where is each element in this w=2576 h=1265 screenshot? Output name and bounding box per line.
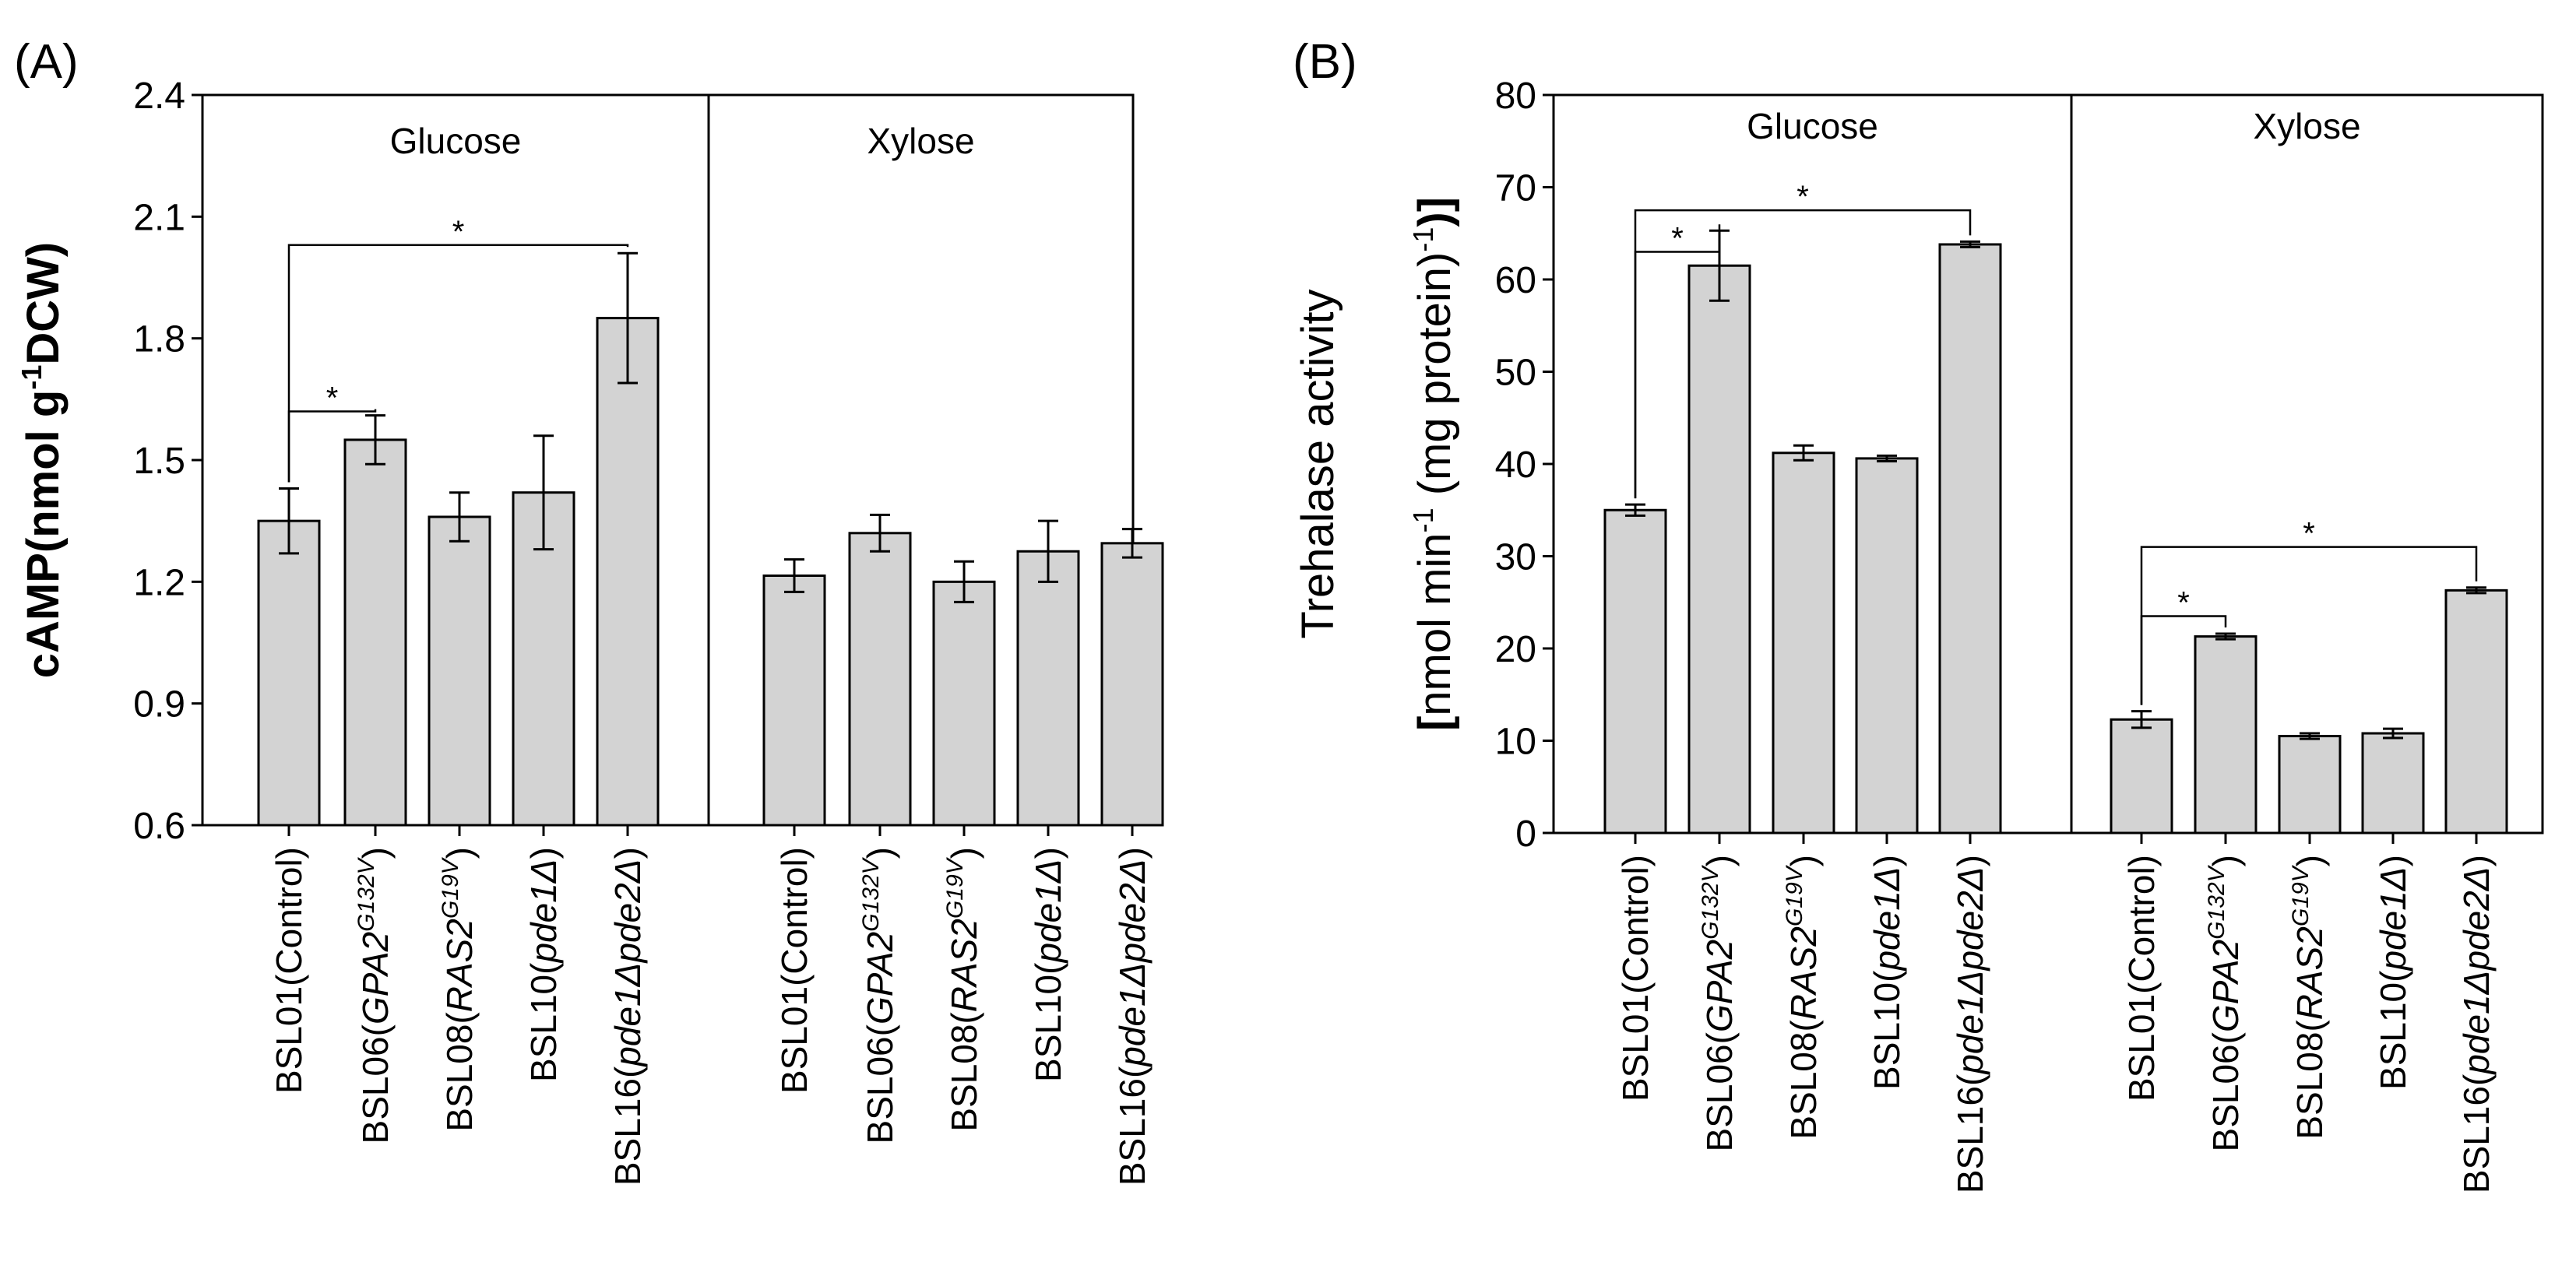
a-bar-a-x-bsl10 xyxy=(1016,550,1080,827)
b-bar-b-x-bsl08 xyxy=(2278,735,2342,835)
a-bar-a-x-bsl01 xyxy=(762,575,826,827)
b-errorbar-b-g-bsl08 xyxy=(1793,444,1814,462)
a-bar-a-x-bsl16 xyxy=(1100,542,1164,827)
b-category-label-b-g-bsl10: BSL10(pde1Δ) xyxy=(1867,855,1907,1090)
b-bar-b-g-bsl06 xyxy=(1687,264,1751,835)
a-ytick-label: 1.5 xyxy=(133,441,185,482)
b-bar-b-x-bsl16 xyxy=(2444,589,2508,835)
a-category-label-a-g-bsl08: BSL08(RAS2G19V) xyxy=(438,847,480,1132)
b-significance-label: * xyxy=(1671,221,1684,255)
b-category-label-b-x-bsl10: BSL10(pde1Δ) xyxy=(2373,855,2413,1090)
a-category-label-a-x-bsl16: BSL16(pde1Δpde2Δ) xyxy=(1112,847,1153,1186)
b-errorbar-b-g-bsl16 xyxy=(1960,240,1980,249)
b-ytick-label: 60 xyxy=(1495,260,1536,301)
b-ytick-label: 0 xyxy=(1515,813,1536,855)
b-significance-label: * xyxy=(1797,180,1809,214)
a-condition-label-xylose: Xylose xyxy=(867,121,974,161)
b-errorbar-b-x-bsl16 xyxy=(2466,586,2486,595)
a-ytick-label: 1.8 xyxy=(133,319,185,360)
b-significance-label: * xyxy=(2177,586,2190,620)
a-ytick-label: 0.6 xyxy=(133,806,185,847)
b-bar-b-g-bsl16 xyxy=(1938,243,2002,835)
b-errorbar-b-x-bsl06 xyxy=(2215,632,2236,641)
b-condition-label-glucose: Glucose xyxy=(1747,106,1878,146)
b-category-label-b-g-bsl16: BSL16(pde1Δpde2Δ) xyxy=(1950,855,1990,1193)
b-bar-b-x-bsl10 xyxy=(2361,732,2425,835)
b-errorbar-b-x-bsl01 xyxy=(2131,710,2152,729)
b-errorbar-b-g-bsl10 xyxy=(1877,454,1897,462)
b-errorbar-b-x-bsl08 xyxy=(2300,732,2320,740)
b-panel-label: (B) xyxy=(1293,35,1357,89)
a-errorbar-a-x-bsl01 xyxy=(784,558,804,593)
a-category-label-a-g-bsl06: BSL06(GPA2G132V) xyxy=(354,847,396,1144)
a-panel-label: (A) xyxy=(14,35,79,89)
b-ytick-label: 70 xyxy=(1495,168,1536,209)
b-bar-b-x-bsl01 xyxy=(2110,718,2173,835)
b-ytick-label: 10 xyxy=(1495,722,1536,763)
a-category-label-a-x-bsl06: BSL06(GPA2G132V) xyxy=(858,847,900,1144)
a-errorbar-a-x-bsl06 xyxy=(870,513,890,553)
b-category-label-b-x-bsl08: BSL08(RAS2G19V) xyxy=(2288,855,2330,1140)
a-errorbar-a-x-bsl10 xyxy=(1038,519,1058,583)
a-bar-a-g-bsl16 xyxy=(596,317,660,827)
b-category-label-b-g-bsl01: BSL01(Control) xyxy=(1615,855,1656,1102)
a-ytick-label: 2.1 xyxy=(133,197,185,238)
b-significance-bracket xyxy=(2140,546,2478,705)
b-y-axis-label-line2: [nmol min-1 (mg protein)-1)] xyxy=(1407,197,1460,731)
a-errorbar-a-g-bsl16 xyxy=(618,251,638,385)
a-category-label-a-x-bsl08: BSL08(RAS2G19V) xyxy=(942,847,984,1132)
b-ytick-label: 50 xyxy=(1495,353,1536,394)
a-errorbar-a-g-bsl06 xyxy=(365,414,385,466)
a-ytick-label: 0.9 xyxy=(133,684,185,726)
b-significance-label: * xyxy=(2303,517,2315,551)
a-significance-label: * xyxy=(452,215,465,249)
a-category-label-a-g-bsl01: BSL01(Control) xyxy=(269,847,309,1094)
a-bar-a-x-bsl06 xyxy=(848,532,912,827)
b-bar-b-g-bsl01 xyxy=(1603,508,1667,835)
a-errorbar-a-g-bsl10 xyxy=(533,434,554,551)
a-bar-a-g-bsl08 xyxy=(428,515,491,827)
panel-b: 0 10 20 30 40 50 60 70 80 (B) Glucose BSL01(Control… xyxy=(1293,35,2544,1193)
a-bar-a-g-bsl06 xyxy=(343,438,407,827)
b-category-label-b-x-bsl16: BSL16(pde1Δpde2Δ) xyxy=(2456,855,2497,1193)
b-category-label-b-g-bsl06: BSL06(GPA2G132V) xyxy=(1698,855,1740,1151)
a-condition-label-glucose: Glucose xyxy=(390,121,522,161)
b-errorbar-b-x-bsl10 xyxy=(2383,727,2403,740)
b-bar-b-g-bsl08 xyxy=(1772,452,1835,835)
b-significance-bracket xyxy=(1634,209,1972,499)
b-condition-label-xylose: Xylose xyxy=(2253,106,2360,146)
b-ytick-label: 40 xyxy=(1495,445,1536,486)
b-ytick-label: 30 xyxy=(1495,537,1536,578)
a-significance-bracket xyxy=(287,244,629,483)
a-errorbar-a-g-bsl01 xyxy=(279,487,299,555)
b-ytick-label: 80 xyxy=(1495,76,1536,117)
a-ytick-label: 2.4 xyxy=(133,76,185,117)
a-significance-label: * xyxy=(326,381,339,415)
a-y-axis-label: cAMP(nmol g-1DCW) xyxy=(16,242,69,678)
a-category-label-a-g-bsl10: BSL10(pde1Δ) xyxy=(523,847,564,1082)
a-category-label-a-x-bsl10: BSL10(pde1Δ) xyxy=(1028,847,1068,1082)
b-bar-b-g-bsl10 xyxy=(1855,457,1919,835)
b-errorbar-b-g-bsl01 xyxy=(1625,503,1645,517)
b-bar-b-x-bsl06 xyxy=(2194,635,2258,835)
b-category-label-b-x-bsl06: BSL06(GPA2G132V) xyxy=(2204,855,2246,1151)
a-bar-a-g-bsl01 xyxy=(257,519,321,827)
a-bar-a-x-bsl08 xyxy=(932,580,996,827)
b-category-label-b-g-bsl08: BSL08(RAS2G19V) xyxy=(1782,855,1824,1140)
a-category-label-a-g-bsl16: BSL16(pde1Δpde2Δ) xyxy=(607,847,648,1186)
a-ytick-label: 1.2 xyxy=(133,562,185,603)
a-bar-a-g-bsl10 xyxy=(512,491,575,827)
b-y-axis-label-line1: Trehalase activity xyxy=(1293,289,1343,638)
panel-a: 0.6 0.9 1.2 1.5 1.8 2.1 2.4 (A) Glucose BSL01(Con… xyxy=(14,35,1164,1186)
a-errorbar-a-x-bsl08 xyxy=(954,560,974,603)
a-errorbar-a-g-bsl08 xyxy=(449,491,470,543)
b-ytick-label: 20 xyxy=(1495,629,1536,670)
a-errorbar-a-x-bsl16 xyxy=(1122,528,1142,559)
b-category-label-b-x-bsl01: BSL01(Control) xyxy=(2121,855,2162,1102)
a-category-label-a-x-bsl01: BSL01(Control) xyxy=(774,847,815,1094)
